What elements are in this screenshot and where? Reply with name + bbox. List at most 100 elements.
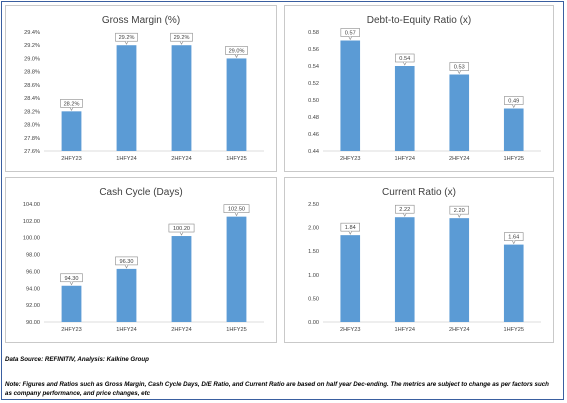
data-source-text: Data Source: REFINITIV, Analysis: Kalkin… xyxy=(5,356,149,363)
bar xyxy=(503,244,524,322)
chart-title: Cash Cycle (Days) xyxy=(99,187,182,198)
y-tick-label: 94.00 xyxy=(26,286,40,292)
y-tick-label: 28.2% xyxy=(24,109,40,115)
y-tick-label: 90.00 xyxy=(26,320,40,326)
chart-gross-margin: Gross Margin (%) 27.6% 27.8% 28.0% 28.2% 28.4… xyxy=(5,5,277,172)
bar xyxy=(340,235,361,322)
x-tick-label: 1HFY25 xyxy=(503,156,524,162)
x-tick-label: 2HFY23 xyxy=(340,327,361,333)
data-label: 29.0% xyxy=(225,46,248,59)
data-label: 1.64 xyxy=(504,232,524,245)
chart-title: Debt-to-Equity Ratio (x) xyxy=(367,15,471,26)
data-label-text: 29.2% xyxy=(174,35,190,41)
y-tick-label: 0.00 xyxy=(308,320,319,326)
bar xyxy=(116,268,137,322)
y-tick-label: 104.00 xyxy=(23,202,40,208)
data-label: 28.2% xyxy=(60,99,83,112)
data-label: 0.49 xyxy=(504,96,524,109)
x-tick-label: 1HFY24 xyxy=(116,156,137,162)
y-tick-label: 0.44 xyxy=(308,149,319,155)
data-label: 100.20 xyxy=(168,223,195,236)
data-label: 29.2% xyxy=(115,32,138,45)
bar xyxy=(226,58,247,151)
bar xyxy=(61,111,82,151)
data-label-text: 94.30 xyxy=(65,276,79,282)
data-label-text: 1.64 xyxy=(508,235,519,241)
bar xyxy=(394,217,415,322)
y-tick-label: 2.50 xyxy=(308,202,319,208)
y-tick-label: 1.50 xyxy=(308,249,319,255)
x-tick-label: 2HFY23 xyxy=(61,327,82,333)
data-label-text: 0.57 xyxy=(345,31,356,37)
chart-title: Gross Margin (%) xyxy=(102,15,180,26)
chart-cash-cycle: Cash Cycle (Days) 90.00 92.00 94.00 96.00 98.… xyxy=(5,177,277,343)
chart-title: Current Ratio (x) xyxy=(382,187,456,198)
bar xyxy=(394,66,415,151)
x-tick-label: 1HFY25 xyxy=(503,327,524,333)
y-tick-label: 28.8% xyxy=(24,70,40,76)
data-label-text: 1.84 xyxy=(345,225,356,231)
data-label: 29.2% xyxy=(170,32,193,45)
y-tick-label: 0.48 xyxy=(308,115,319,121)
data-label-text: 28.2% xyxy=(64,101,80,107)
y-tick-label: 0.50 xyxy=(308,98,319,104)
x-tick-label: 2HFY24 xyxy=(449,156,470,162)
x-tick-label: 1HFY24 xyxy=(116,327,137,333)
y-tick-label: 28.0% xyxy=(24,123,40,129)
y-tick-label: 98.00 xyxy=(26,253,40,259)
bar xyxy=(449,218,470,322)
x-tick-label: 1HFY24 xyxy=(394,327,415,333)
bar xyxy=(226,216,247,322)
chart-svg: Current Ratio (x) 0.00 0.50 1.00 1.50 2.00 2.5… xyxy=(308,187,541,333)
data-label-text: 0.49 xyxy=(508,99,519,105)
data-label: 0.57 xyxy=(340,28,360,41)
x-tick-label: 1HFY25 xyxy=(226,327,247,333)
y-tick-label: 92.00 xyxy=(26,303,40,309)
data-label-text: 100.20 xyxy=(173,226,190,232)
bar xyxy=(340,40,361,151)
chart-current-ratio: Current Ratio (x) 0.00 0.50 1.00 1.50 2.00 2.5… xyxy=(284,177,554,343)
data-label: 1.84 xyxy=(340,222,360,235)
note-text: Note: Figures and Ratios such as Gross M… xyxy=(5,381,549,397)
data-label: 0.54 xyxy=(395,53,415,66)
x-tick-label: 1HFY24 xyxy=(394,156,415,162)
y-tick-label: 0.58 xyxy=(308,30,319,36)
y-tick-label: 0.52 xyxy=(308,81,319,87)
data-label-text: 0.54 xyxy=(399,56,410,62)
data-label: 94.30 xyxy=(60,273,83,286)
data-label-text: 2.22 xyxy=(399,207,410,213)
bar xyxy=(171,236,192,322)
x-tick-label: 2HFY24 xyxy=(171,327,192,333)
y-tick-label: 27.8% xyxy=(24,136,40,142)
y-tick-label: 29.2% xyxy=(24,43,40,49)
y-tick-label: 28.4% xyxy=(24,96,40,102)
x-tick-label: 2HFY24 xyxy=(449,327,470,333)
data-label-text: 29.0% xyxy=(229,48,245,54)
bar xyxy=(449,74,470,151)
y-tick-label: 96.00 xyxy=(26,269,40,275)
data-label-text: 102.50 xyxy=(228,207,245,213)
y-tick-label: 100.00 xyxy=(23,236,40,242)
y-tick-label: 2.00 xyxy=(308,226,319,232)
data-label-text: 2.20 xyxy=(454,208,465,214)
x-tick-label: 2HFY23 xyxy=(61,156,82,162)
y-tick-label: 0.54 xyxy=(308,64,319,70)
data-label-text: 29.2% xyxy=(119,35,135,41)
chart-debt-to-equity: Debt-to-Equity Ratio (x) 0.44 0.46 0.48 0.50… xyxy=(284,5,554,172)
y-tick-label: 27.6% xyxy=(24,149,40,155)
data-label: 102.50 xyxy=(223,204,250,217)
y-tick-label: 29.0% xyxy=(24,56,40,62)
data-label: 96.30 xyxy=(115,256,138,269)
y-tick-label: 102.00 xyxy=(23,219,40,225)
chart-svg: Debt-to-Equity Ratio (x) 0.44 0.46 0.48 0.50… xyxy=(308,15,541,162)
data-label: 2.22 xyxy=(395,204,415,217)
x-tick-label: 1HFY25 xyxy=(226,156,247,162)
x-tick-label: 2HFY23 xyxy=(340,156,361,162)
bar xyxy=(171,45,192,151)
y-tick-label: 1.00 xyxy=(308,273,319,279)
chart-svg: Cash Cycle (Days) 90.00 92.00 94.00 96.00 98.… xyxy=(23,187,264,333)
y-tick-label: 0.46 xyxy=(308,132,319,138)
bar xyxy=(61,285,82,322)
chart-svg: Gross Margin (%) 27.6% 27.8% 28.0% 28.2% 28.4… xyxy=(24,15,264,162)
bar xyxy=(503,108,524,151)
